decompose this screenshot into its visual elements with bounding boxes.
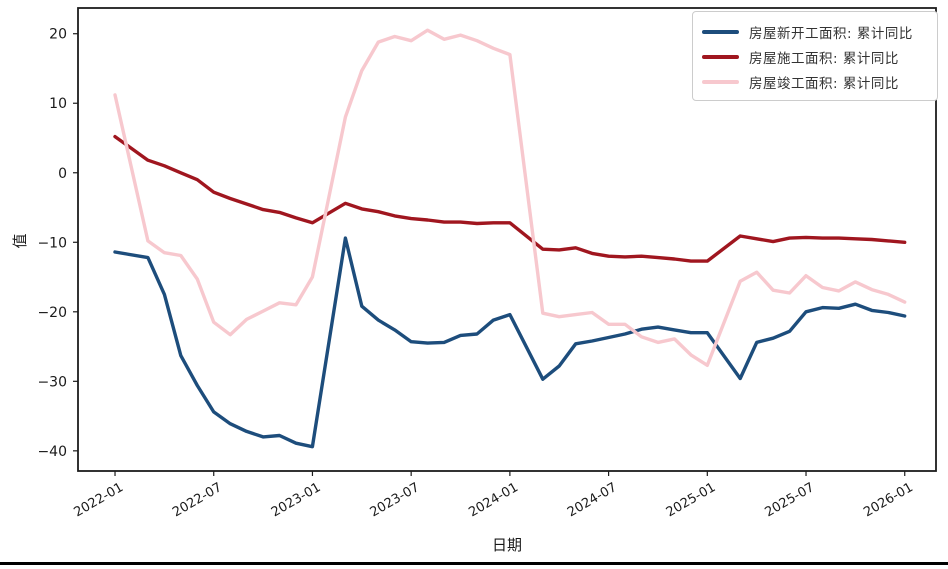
y-axis-title: 值: [11, 233, 29, 248]
y-tick-label: 0: [58, 166, 67, 182]
y-tick-label: −40: [37, 444, 67, 460]
x-tick-label: 2025-07: [762, 480, 817, 520]
y-tick-label: −20: [37, 305, 67, 321]
legend-label: 房屋施工面积: 累计同比: [749, 50, 899, 67]
x-tick-label: 2022-07: [170, 480, 225, 520]
legend-line-swatch-completions: [702, 79, 739, 84]
y-tick-label: −10: [37, 235, 67, 251]
legend-item: 房屋竣工面积: 累计同比: [702, 69, 927, 94]
series-line-completions: [113, 28, 907, 367]
y-tick-label: 10: [49, 96, 67, 112]
x-axis-title: 日期: [492, 536, 522, 554]
legend-label: 房屋新开工面积: 累计同比: [749, 25, 913, 42]
legend-item: 房屋施工面积: 累计同比: [702, 44, 927, 69]
x-tick-label: 2024-07: [565, 480, 620, 520]
window-bottom-edge: [0, 562, 948, 565]
plot-area-border: [77, 7, 937, 472]
x-tick-label: 2023-01: [269, 480, 324, 520]
legend-label: 房屋竣工面积: 累计同比: [749, 75, 899, 92]
y-tick-label: 20: [49, 27, 67, 43]
x-tick-label: 2023-07: [368, 480, 423, 520]
x-tick-label: 2026-01: [861, 480, 916, 520]
y-axis-ticks: 20 10 0 −10 −20 −30 −40: [37, 27, 78, 460]
series-line-new-starts: [113, 236, 907, 449]
legend-line-swatch-under-construction: [702, 54, 739, 59]
x-tick-label: 2022-01: [71, 480, 126, 520]
series-lines: [113, 28, 907, 449]
x-axis-ticks: 2022-01 2022-07 2023-01 2023-07 2024-01 2024-…: [71, 471, 916, 520]
series-line-under-construction: [113, 134, 907, 263]
legend-line-swatch-new-starts: [702, 29, 739, 34]
y-tick-label: −30: [37, 374, 67, 390]
legend-item: 房屋新开工面积: 累计同比: [702, 19, 927, 44]
x-tick-label: 2025-01: [664, 480, 719, 520]
x-tick-label: 2024-01: [466, 480, 521, 520]
legend: 房屋新开工面积: 累计同比 房屋施工面积: 累计同比 房屋竣工面积: 累计同比: [692, 11, 938, 101]
